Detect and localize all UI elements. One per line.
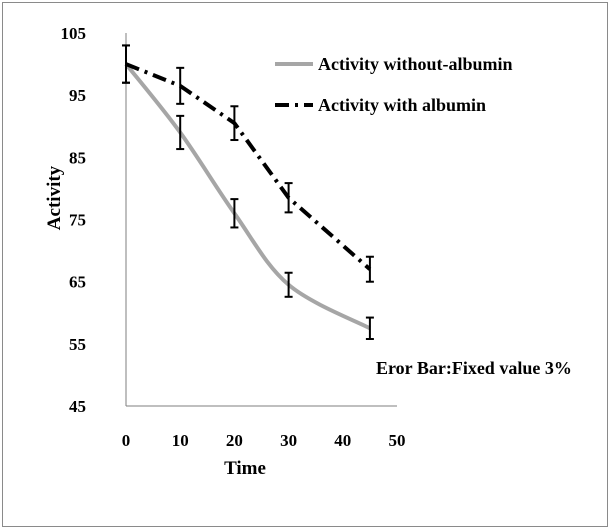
y-tick-label: 75: [69, 211, 86, 230]
x-tick-labels: 0 10 20 30 40 50: [122, 431, 406, 450]
y-axis-title: Activity: [44, 165, 65, 230]
x-tick-label: 10: [172, 431, 189, 450]
legend: Activity without-albumin Activity with a…: [275, 54, 513, 115]
x-tick-label: 20: [226, 431, 243, 450]
x-tick-label: 0: [122, 431, 131, 450]
error-bar: [284, 182, 293, 214]
y-tick-labels: 45 55 65 75 85 95 105: [61, 24, 87, 416]
x-tick-label: 40: [334, 431, 351, 450]
y-tick-label: 65: [69, 273, 86, 292]
x-tick-label: 50: [389, 431, 406, 450]
error-bar: [230, 105, 239, 142]
error-bar: [365, 255, 374, 283]
x-tick-label: 30: [280, 431, 297, 450]
y-tick-label: 55: [69, 335, 86, 354]
error-bar-note: Eror Bar:Fixed value 3%: [376, 358, 572, 378]
y-tick-label: 45: [69, 397, 86, 416]
axes: [125, 33, 397, 407]
error-bar: [122, 44, 130, 84]
error-bar: [176, 66, 185, 105]
legend-label-without-albumin: Activity without-albumin: [318, 54, 513, 74]
error-bar: [365, 316, 374, 341]
series-layer: [122, 44, 374, 341]
legend-label-with-albumin: Activity with albumin: [318, 95, 486, 115]
x-axis-title: Time: [224, 458, 266, 479]
y-tick-label: 85: [69, 148, 86, 167]
error-bar: [230, 198, 239, 229]
y-tick-label: 105: [61, 24, 87, 43]
error-bar: [284, 271, 293, 298]
y-tick-label: 95: [69, 86, 86, 105]
error-bar: [176, 114, 185, 151]
